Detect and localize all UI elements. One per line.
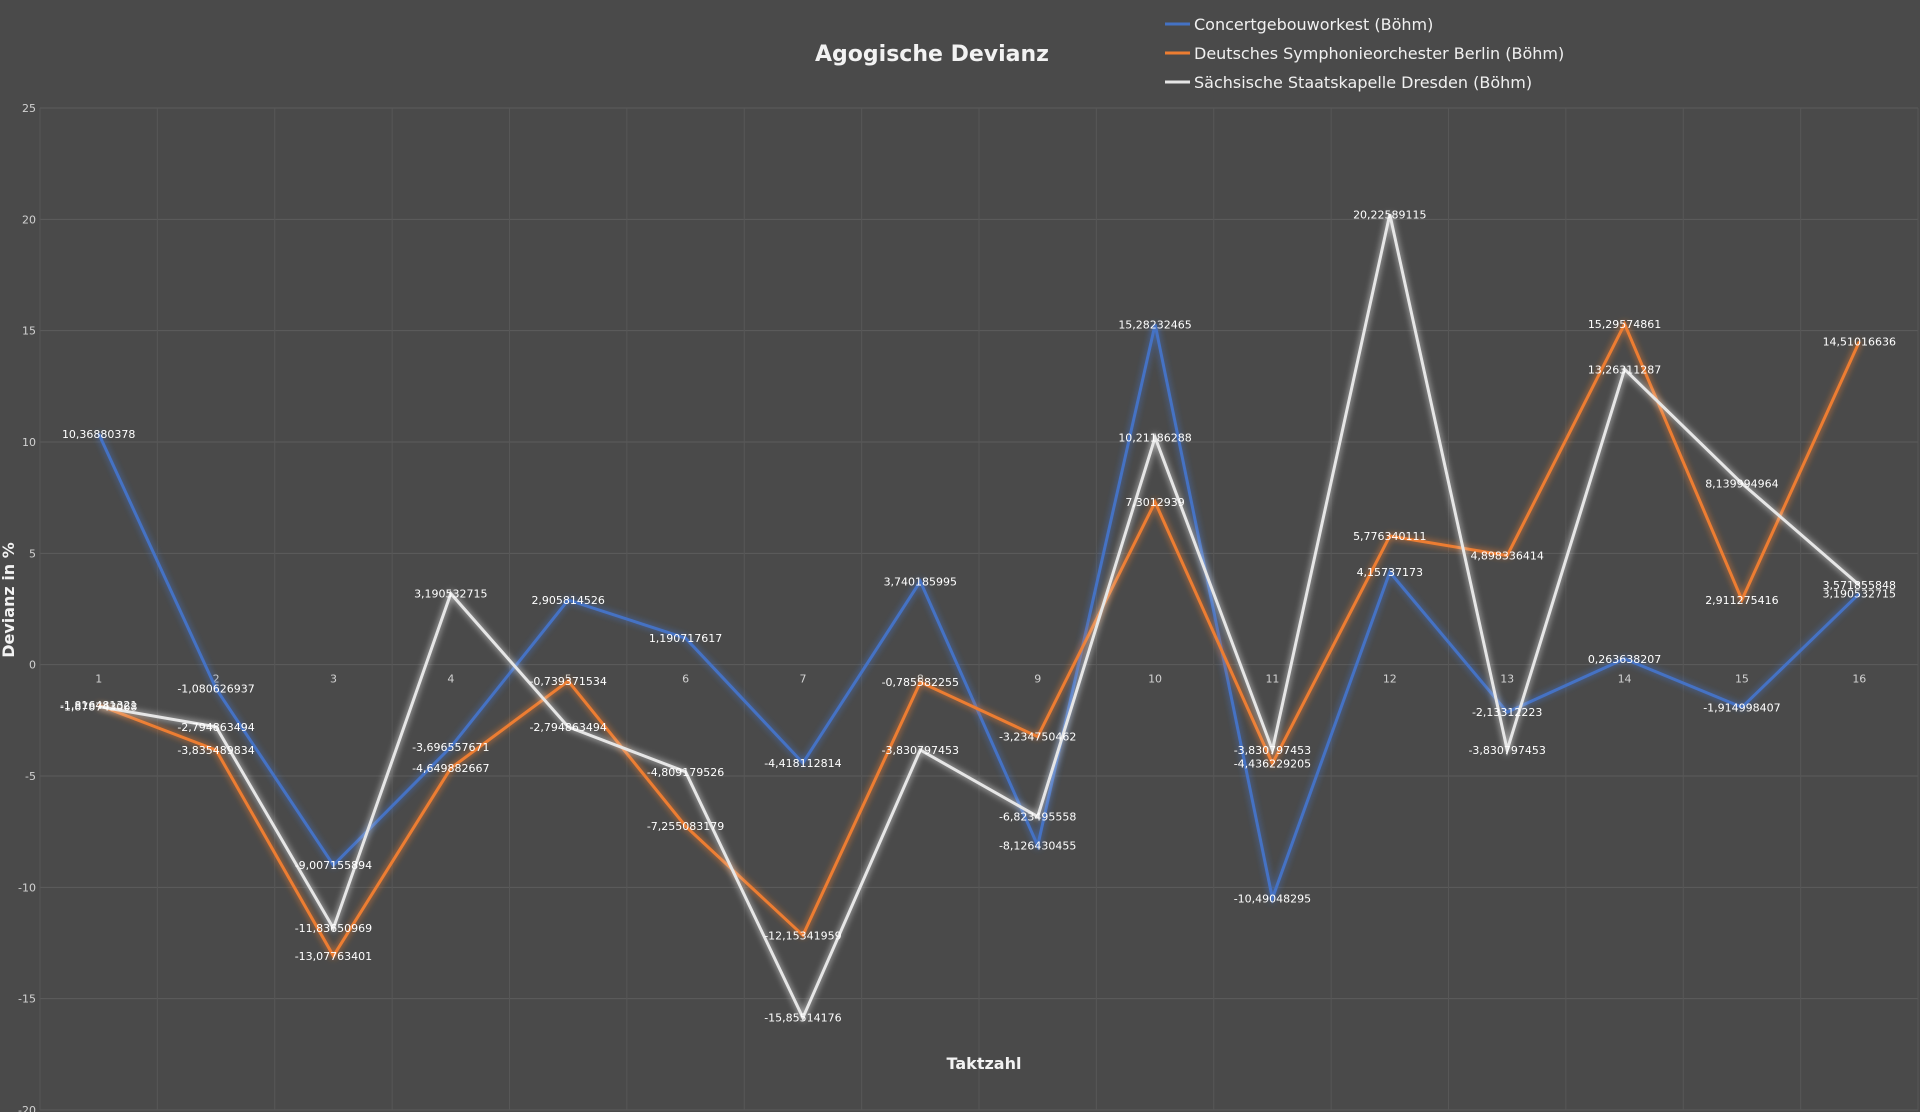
data-label-s2-8: -0,785582255 (882, 676, 959, 689)
y-axis-title: Devianz in % (0, 542, 18, 658)
data-label-s3-14: 13,26311287 (1588, 363, 1661, 376)
y-tick-label-8: 20 (22, 213, 36, 226)
data-label-s3-16: 3,571855848 (1823, 579, 1896, 592)
data-label-s3-2: -2,794863494 (177, 721, 254, 734)
data-label-s3-11: -3,830797453 (1234, 744, 1311, 757)
data-label-s2-6: -7,255083179 (647, 820, 724, 833)
data-label-s3-12: 20,22589115 (1353, 208, 1426, 221)
data-label-s1-9: -8,126430455 (999, 840, 1076, 853)
data-label-s3-1: -1,878743068 (60, 701, 137, 714)
x-tick-label-14: 15 (1735, 673, 1749, 686)
data-label-s2-14: 15,29574861 (1588, 318, 1661, 331)
data-label-s1-6: 1,190717617 (649, 632, 722, 645)
data-label-s1-2: -1,080626937 (177, 683, 254, 696)
data-label-s3-5: -2,794863494 (529, 721, 606, 734)
x-tick-label-0: 1 (95, 673, 102, 686)
data-label-s1-16: 3,190532715 (1823, 588, 1896, 601)
data-label-s3-3: -11,83650969 (295, 922, 372, 935)
x-axis-title: Taktzahl (947, 1054, 1022, 1073)
legend-label-series-1: Concertgebouworkest (Böhm) (1194, 15, 1433, 34)
y-tick-label-6: 10 (22, 436, 36, 449)
data-label-s3-15: 8,139994964 (1705, 477, 1778, 490)
data-label-s2-9: -3,234750462 (999, 731, 1076, 744)
y-tick-label-5: 5 (29, 547, 36, 560)
data-label-s1-3: -9,007155894 (295, 859, 372, 872)
legend-label-series-3: Sächsische Staatskapelle Dresden (Böhm) (1194, 73, 1532, 92)
data-label-s3-9: -6,823495558 (999, 811, 1076, 824)
data-label-s3-8: -3,830797453 (882, 744, 959, 757)
data-label-s1-8: 3,740185995 (884, 575, 957, 588)
y-tick-label-1: -15 (18, 993, 36, 1006)
x-tick-label-4: 5 (565, 673, 572, 686)
x-tick-label-13: 14 (1618, 673, 1632, 686)
x-tick-label-1: 2 (213, 673, 220, 686)
data-label-s2-4: -4,649882667 (412, 762, 489, 775)
y-axis-ticks: -20 -15 -10 -5 0 5 10 15 20 25 (18, 102, 36, 1112)
data-label-s1-7: -4,418112814 (764, 757, 841, 770)
data-label-s2-13: 4,898336414 (1470, 550, 1543, 563)
data-label-s1-5: 2,905814526 (531, 594, 604, 607)
data-label-s2-2: -3,835489834 (177, 744, 254, 757)
data-label-s2-16: 14,51016636 (1823, 336, 1896, 349)
data-label-s2-10: 7,3012939 (1125, 496, 1185, 509)
gridlines (39, 107, 1919, 1111)
x-tick-label-3: 4 (447, 673, 454, 686)
x-tick-label-12: 13 (1500, 673, 1514, 686)
y-tick-label-0: -20 (18, 1104, 36, 1112)
y-tick-label-9: 25 (22, 102, 36, 115)
series-lines (97, 213, 1861, 1022)
data-label-s1-14: 0,263638207 (1588, 653, 1661, 666)
x-tick-label-9: 10 (1148, 673, 1162, 686)
y-tick-label-4: 0 (29, 659, 36, 672)
series-line-1 (97, 324, 1861, 904)
data-label-s1-4: -3,696557671 (412, 741, 489, 754)
data-label-s1-1: 10,36880378 (62, 428, 135, 441)
x-tick-label-15: 16 (1852, 673, 1866, 686)
data-labels: 10,36880378 -1,080626937 -9,007155894 -3,69… (60, 208, 1896, 1024)
legend-label-series-2: Deutsches Symphonieorchester Berlin (Böh… (1194, 44, 1564, 63)
data-label-s3-4: 3,190532715 (414, 588, 487, 601)
data-label-s1-11: -10,49048295 (1234, 892, 1311, 905)
x-axis-ticks: 1 2 3 4 5 6 7 8 9 10 11 12 13 14 15 16 (95, 673, 1866, 686)
data-label-s2-15: 2,911275416 (1705, 594, 1778, 607)
legend: Concertgebouworkest (Böhm) Deutsches Sym… (1165, 15, 1564, 92)
data-label-s1-13: -2,13312223 (1472, 706, 1542, 719)
x-tick-label-6: 7 (799, 673, 806, 686)
x-tick-label-10: 11 (1265, 673, 1279, 686)
y-tick-label-2: -10 (18, 881, 36, 894)
data-label-s1-10: 15,28232465 (1118, 318, 1191, 331)
data-label-s1-15: -1,914998407 (1703, 701, 1780, 714)
data-label-s2-5: -0,739371534 (529, 675, 606, 688)
y-tick-label-7: 15 (22, 325, 36, 338)
x-tick-label-11: 12 (1383, 673, 1397, 686)
data-label-s2-12: 5,776340111 (1353, 530, 1426, 543)
data-label-s3-7: -15,85514176 (764, 1012, 841, 1025)
data-label-s3-10: 10,21186288 (1118, 431, 1191, 444)
data-label-s1-12: 4,15737173 (1357, 566, 1423, 579)
data-label-s2-3: -13,07763401 (295, 950, 372, 963)
chart-title: Agogische Devianz (815, 42, 1049, 67)
x-tick-label-7: 8 (917, 673, 924, 686)
y-tick-label-3: -5 (25, 770, 36, 783)
series-line-3 (98, 213, 1861, 1022)
x-tick-label-2: 3 (330, 673, 337, 686)
x-tick-label-5: 6 (682, 673, 689, 686)
data-label-s2-7: -12,15341959 (764, 929, 841, 942)
series-line-2 (98, 320, 1861, 959)
data-label-s2-1: -1,816481321 (60, 699, 137, 712)
x-tick-label-8: 9 (1034, 673, 1041, 686)
data-label-s2-11: -4,436229205 (1234, 757, 1311, 770)
data-label-s3-6: -4,809179526 (647, 766, 724, 779)
data-label-s3-13: -3,830797453 (1468, 744, 1545, 757)
